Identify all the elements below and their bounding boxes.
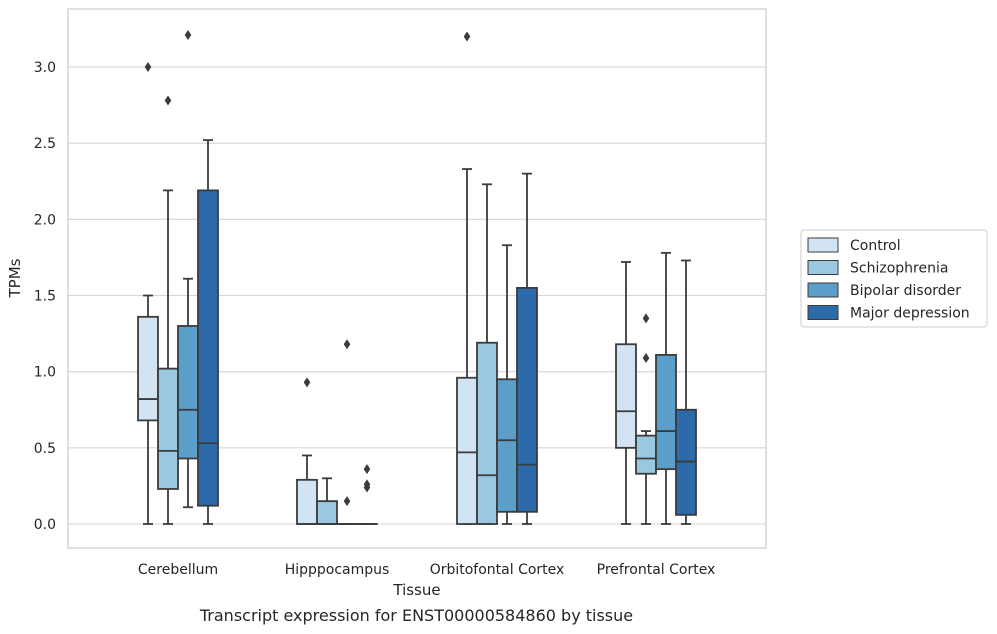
box-body xyxy=(137,315,159,422)
x-tick-label: Cerebellum xyxy=(138,562,218,578)
legend-label: Major depression xyxy=(850,306,970,322)
box-bipolar-disorder xyxy=(655,251,677,525)
legend-label: Control xyxy=(850,238,901,254)
outlier-point xyxy=(343,339,351,350)
y-tick-label: 3.0 xyxy=(34,60,56,76)
plot-frame xyxy=(67,8,767,549)
y-tick-label: 2.5 xyxy=(34,136,56,152)
box-body xyxy=(635,434,657,475)
legend-label: Bipolar disorder xyxy=(850,283,961,299)
x-tick-label: Orbitofontal Cortex xyxy=(430,562,565,578)
legend-swatch xyxy=(807,282,839,298)
outlier-point xyxy=(642,352,650,363)
y-tick-labels: 0.0 0.5 1.0 1.5 2.0 2.5 3.0 xyxy=(34,60,56,533)
box-schizophrenia xyxy=(316,477,338,525)
outlier-point xyxy=(184,30,192,41)
box-control xyxy=(615,261,637,525)
box-body xyxy=(296,478,318,525)
y-tick-label: 1.0 xyxy=(34,365,56,381)
x-tick-label: Prefrontal Cortex xyxy=(597,562,716,578)
x-axis-label: Tissue xyxy=(392,581,440,599)
chart-caption: Transcript expression for ENST0000058486… xyxy=(199,606,634,625)
box-major-depression xyxy=(675,259,697,525)
legend-swatch xyxy=(807,237,839,253)
outlier-point xyxy=(363,479,371,490)
outlier-point xyxy=(343,496,351,507)
outlier-point xyxy=(463,31,471,42)
box-control xyxy=(296,377,318,525)
x-tick-label: Hipppocampus xyxy=(285,562,390,578)
box-major-depression xyxy=(197,139,219,525)
outlier-point xyxy=(164,95,172,106)
y-tick-label: 2.0 xyxy=(34,212,56,228)
box-body xyxy=(316,500,338,525)
box-body xyxy=(177,325,199,460)
outlier-point xyxy=(303,377,311,388)
outlier-point xyxy=(363,464,371,475)
outlier-point xyxy=(642,313,650,324)
legend-frame xyxy=(800,229,988,328)
box-body xyxy=(456,376,478,525)
y-tick-label: 0.5 xyxy=(34,441,56,457)
box-control xyxy=(137,62,159,525)
box-control xyxy=(456,31,478,525)
legend-swatch xyxy=(807,260,839,275)
box-schizophrenia xyxy=(635,313,657,525)
y-axis-label: TPMs xyxy=(6,258,24,298)
box-bipolar-disorder xyxy=(177,30,199,509)
box-body xyxy=(516,286,538,513)
box-schizophrenia xyxy=(157,95,179,525)
box-body xyxy=(496,378,518,513)
box-major-depression xyxy=(516,172,538,525)
legend: Control Schizophrenia Bipolar disorder Majo… xyxy=(800,229,988,328)
box-body xyxy=(197,189,219,507)
boxes xyxy=(137,30,697,525)
x-tick-labels: Cerebellum Hipppocampus Orbitofontal Corte… xyxy=(138,562,715,578)
box-body xyxy=(476,341,498,525)
box-major-depression xyxy=(356,464,378,525)
y-tick-label: 1.5 xyxy=(34,289,56,305)
box-schizophrenia xyxy=(476,183,498,525)
outlier-point xyxy=(144,62,152,72)
box-body xyxy=(157,367,179,490)
box-body xyxy=(655,354,677,471)
y-tick-label: 0.0 xyxy=(34,517,56,533)
legend-label: Schizophrenia xyxy=(850,261,948,277)
box-body xyxy=(615,343,637,449)
legend-swatch xyxy=(807,305,839,320)
box-bipolar-disorder xyxy=(336,339,358,525)
box-bipolar-disorder xyxy=(496,244,518,525)
